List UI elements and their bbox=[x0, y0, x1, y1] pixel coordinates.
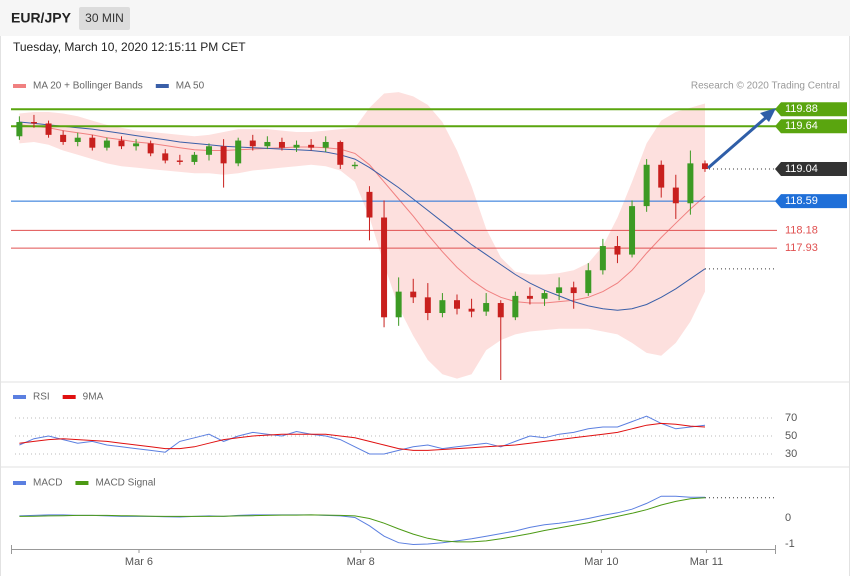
legend-swatch bbox=[13, 481, 26, 485]
candle-body bbox=[526, 295, 533, 299]
candle-body bbox=[410, 291, 417, 298]
x-tick-label: Mar 10 bbox=[584, 556, 618, 568]
level-tag bbox=[775, 162, 847, 177]
y-tick-label: 0 bbox=[785, 512, 791, 524]
candle-body bbox=[556, 287, 563, 294]
level-label: 118.59 bbox=[785, 195, 818, 207]
candle-body bbox=[614, 246, 621, 255]
candle-body bbox=[643, 164, 650, 207]
candle-body bbox=[176, 160, 183, 162]
price-panel: MA 20 + Bollinger Bands MA 50 Research © 2… bbox=[11, 81, 847, 380]
ma-line bbox=[19, 124, 706, 304]
candle-body bbox=[45, 123, 52, 135]
candle-body bbox=[206, 146, 213, 155]
candle-body bbox=[16, 122, 23, 137]
y-tick-label: 70 bbox=[785, 412, 797, 424]
candle-body bbox=[439, 300, 446, 314]
x-tick-label: Mar 8 bbox=[347, 556, 375, 568]
candle-body bbox=[570, 287, 577, 294]
candle-body bbox=[278, 141, 285, 148]
level-label: 119.88 bbox=[785, 103, 818, 115]
timestamp: Tuesday, March 10, 2020 12:15:11 PM CET bbox=[13, 40, 246, 54]
indicator-line bbox=[19, 495, 705, 546]
y-tick-label: -1 bbox=[785, 538, 795, 550]
candle-body bbox=[235, 140, 242, 164]
legend-label: RSI bbox=[33, 392, 50, 403]
candle-body bbox=[395, 291, 402, 318]
indicator-line bbox=[19, 497, 706, 543]
timeframe-box bbox=[79, 7, 130, 30]
candle-body bbox=[293, 144, 300, 148]
legend-label: MACD bbox=[33, 478, 62, 489]
candle-body bbox=[133, 143, 140, 147]
candle-body bbox=[191, 154, 198, 162]
legend-label: MACD Signal bbox=[95, 478, 155, 489]
candle-body bbox=[701, 163, 708, 170]
candle-body bbox=[103, 140, 110, 148]
x-tick-label: Mar 11 bbox=[690, 556, 723, 568]
level-tag bbox=[775, 119, 847, 134]
ma-line bbox=[19, 121, 706, 311]
indicator-line bbox=[19, 422, 706, 451]
candle-body bbox=[118, 140, 125, 147]
candle-body bbox=[264, 141, 271, 147]
header-bar bbox=[0, 0, 850, 36]
x-tick-label: Mar 6 bbox=[125, 556, 153, 568]
candle-body bbox=[658, 164, 665, 188]
candle-body bbox=[322, 141, 329, 148]
level-tag bbox=[775, 102, 847, 117]
candle-body bbox=[89, 137, 96, 148]
credit: Research © 2020 Trading Central bbox=[691, 81, 840, 92]
candle-body bbox=[468, 308, 475, 312]
level-label: 119.64 bbox=[785, 120, 818, 132]
level-label: 118.18 bbox=[785, 224, 818, 236]
level-tag bbox=[775, 194, 847, 209]
candle-body bbox=[687, 163, 694, 204]
candle-body bbox=[351, 164, 358, 167]
candle-body bbox=[366, 191, 373, 218]
bollinger-band bbox=[19, 92, 705, 379]
y-tick-label: 50 bbox=[785, 430, 797, 442]
candle-body bbox=[308, 144, 315, 148]
level-label: 119.04 bbox=[785, 163, 818, 175]
timeframe: 30 MIN bbox=[85, 11, 124, 25]
legend-label: MA 20 + Bollinger Bands bbox=[33, 81, 143, 92]
legend-swatch bbox=[62, 395, 76, 399]
macd-panel: MACD MACD Signal 0 -1 Mar 6 Mar 8 Mar 10 Mar 11 bbox=[11, 478, 795, 568]
candle-body bbox=[541, 293, 548, 299]
forecast-arrowhead bbox=[760, 108, 776, 122]
candle-body bbox=[147, 143, 154, 154]
forecast-arrow bbox=[707, 112, 771, 170]
rsi-panel: RSI 9MA 30 50 70 bbox=[13, 392, 797, 460]
candle-body bbox=[599, 246, 606, 271]
candle-body bbox=[381, 217, 388, 318]
candle-body bbox=[629, 206, 636, 255]
candle-body bbox=[220, 146, 227, 164]
candle-body bbox=[30, 122, 37, 124]
candle-body bbox=[337, 141, 344, 165]
legend-swatch bbox=[75, 481, 89, 485]
indicator-line bbox=[19, 415, 706, 455]
legend-label: 9MA bbox=[83, 392, 104, 403]
candle-body bbox=[60, 134, 67, 142]
legend-label: MA 50 bbox=[176, 81, 205, 92]
legend-swatch bbox=[13, 84, 26, 88]
symbol: EUR/JPY bbox=[11, 10, 72, 26]
candle-body bbox=[162, 153, 169, 161]
legend-swatch bbox=[13, 395, 26, 399]
candle-body bbox=[585, 270, 592, 294]
candle-body bbox=[249, 140, 256, 147]
candle-body bbox=[672, 187, 679, 204]
candle-body bbox=[497, 303, 504, 318]
level-label: 117.93 bbox=[785, 242, 818, 254]
y-tick-label: 30 bbox=[785, 448, 797, 460]
candle-body bbox=[74, 137, 81, 142]
candle-body bbox=[512, 295, 519, 318]
legend-swatch bbox=[155, 84, 169, 88]
candle-body bbox=[483, 303, 490, 312]
candle-body bbox=[453, 300, 460, 309]
candle-body bbox=[424, 297, 431, 314]
